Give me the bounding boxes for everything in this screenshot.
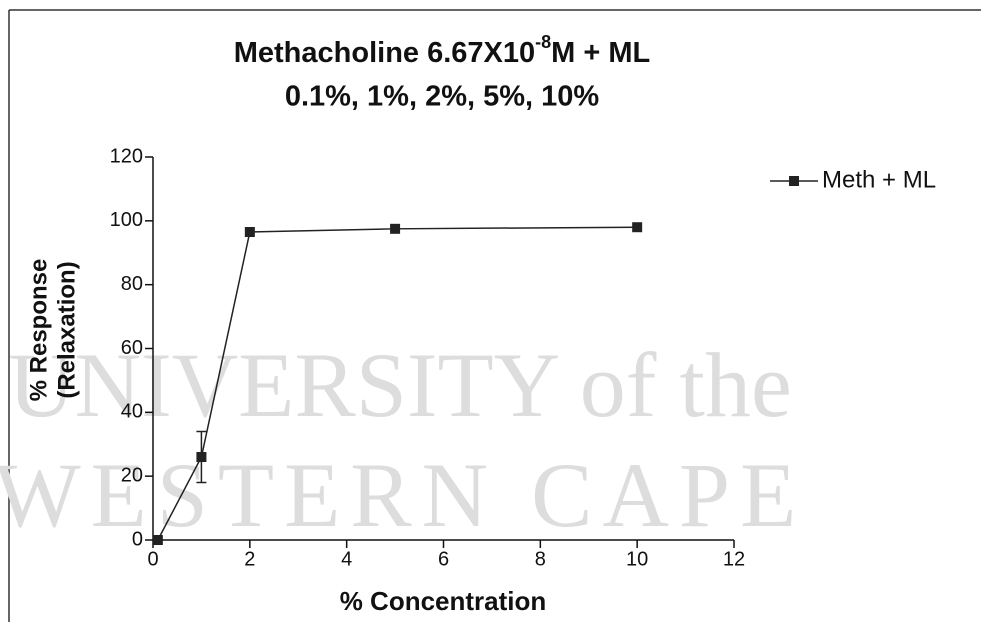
x-tick-label: 8 xyxy=(535,548,546,570)
x-tick-label: 0 xyxy=(147,548,158,570)
data-point xyxy=(152,535,163,545)
y-tick-label: 20 xyxy=(121,464,143,486)
x-tick-label: 2 xyxy=(244,548,255,570)
chart-subtitle: 0.1%, 1%, 2%, 5%, 10% xyxy=(285,81,600,113)
y-tick-label: 80 xyxy=(121,273,143,295)
x-tick-label: 6 xyxy=(438,548,449,570)
y-tick-label: 60 xyxy=(121,337,143,359)
legend-label: Meth + ML xyxy=(822,166,936,193)
x-axis-label: % Concentration xyxy=(340,586,547,616)
legend-marker xyxy=(789,176,799,186)
data-point xyxy=(244,227,255,238)
x-tick-label: 12 xyxy=(723,548,745,570)
watermark: UNIVERSITY of the xyxy=(8,334,792,436)
y-tick-label: 120 xyxy=(110,145,143,167)
data-point xyxy=(632,222,643,233)
title-part: Methacholine 6.67X10 xyxy=(234,37,535,69)
title-part: M + ML xyxy=(551,37,650,69)
watermark: WESTERN CAPE xyxy=(0,444,806,546)
y-axis-label: (Relaxation) xyxy=(53,261,80,398)
y-tick-label: 40 xyxy=(121,401,143,423)
y-axis-label: % Response xyxy=(25,259,52,402)
chart-title: Methacholine 6.67X10-8M + ML xyxy=(234,32,651,69)
data-point xyxy=(196,452,207,463)
x-tick-label: 4 xyxy=(341,548,352,570)
data-point xyxy=(390,223,401,234)
x-tick-label: 10 xyxy=(626,548,648,570)
y-tick-label: 100 xyxy=(110,209,143,231)
title-superscript: -8 xyxy=(535,32,551,52)
y-tick-label: 0 xyxy=(132,528,143,550)
